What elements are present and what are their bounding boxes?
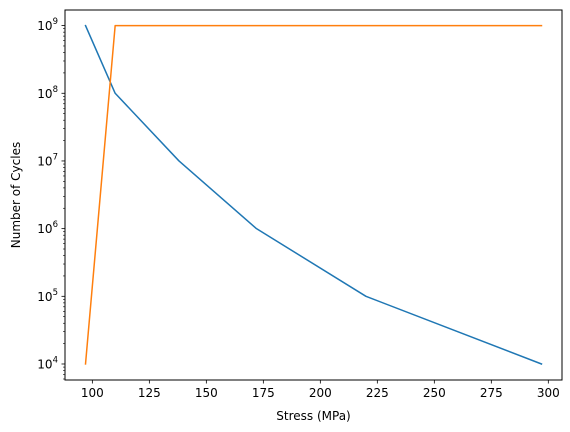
x-tick-label: 300 xyxy=(537,386,560,400)
x-tick-label: 250 xyxy=(423,386,446,400)
axes-frame xyxy=(64,9,563,381)
y-axis-label: Number of Cycles xyxy=(9,142,23,248)
series-layer xyxy=(84,24,543,365)
plot-area xyxy=(65,10,562,380)
x-tick-label: 275 xyxy=(480,386,503,400)
y-tick-label: 109 xyxy=(37,17,58,33)
x-tick-label: 150 xyxy=(195,386,218,400)
series-line-2 xyxy=(84,24,543,365)
y-tick-label: 104 xyxy=(37,355,58,371)
x-tick-label: 200 xyxy=(309,386,332,400)
y-tick-label: 107 xyxy=(37,152,58,168)
x-axis-ticks: 100 125 150 175 200 225 250 275 300 xyxy=(81,380,560,400)
x-tick-label: 100 xyxy=(81,386,104,400)
x-tick-label: 175 xyxy=(252,386,275,400)
y-axis-ticks: 104 105 106 107 108 109 xyxy=(37,17,65,380)
x-axis-label: Stress (MPa) xyxy=(276,409,350,423)
axes-background xyxy=(65,10,562,380)
y-tick-label: 108 xyxy=(37,85,58,101)
y-tick-label: 106 xyxy=(37,220,58,236)
x-tick-label: 125 xyxy=(138,386,161,400)
x-tick-label: 225 xyxy=(366,386,389,400)
y-tick-label: 105 xyxy=(37,288,58,304)
